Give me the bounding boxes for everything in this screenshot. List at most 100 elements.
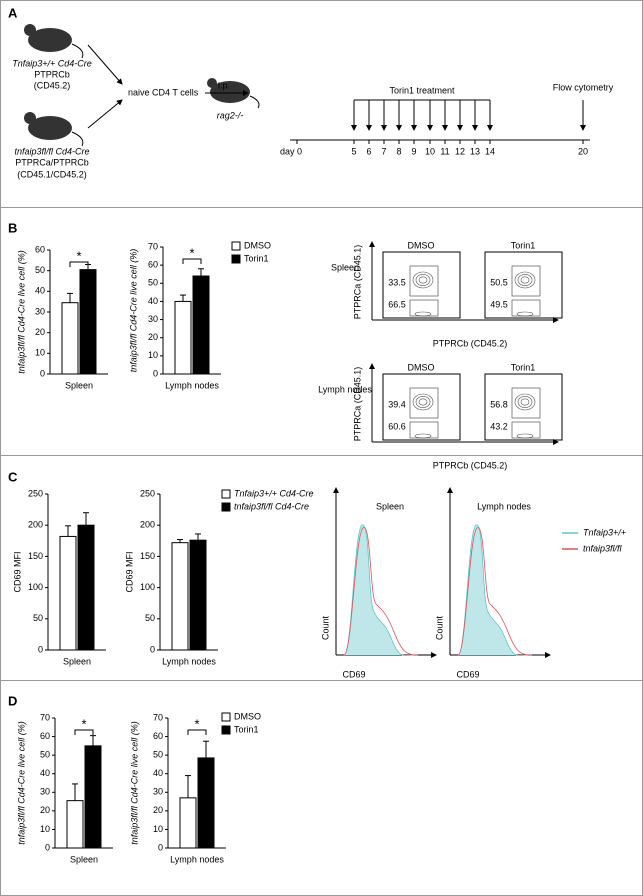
contour <box>514 393 536 411</box>
readout-label: Flow cytometry <box>553 82 614 92</box>
significance-label: * <box>194 716 199 731</box>
y-tick-label: 60 <box>153 731 163 741</box>
gate-value: 39.4 <box>388 399 406 409</box>
y-tick-label: 60 <box>35 244 45 254</box>
day-label: 10 <box>425 146 435 156</box>
y-tick-label: 20 <box>40 805 50 815</box>
y-tick-label: 60 <box>40 731 50 741</box>
x-tick-label: Spleen <box>63 656 91 666</box>
y-tick-label: 20 <box>35 327 45 337</box>
contour <box>516 433 534 439</box>
y-tick-label: 250 <box>140 488 155 498</box>
gate-value: 50.5 <box>490 277 508 287</box>
y-tick-label: 100 <box>140 582 155 592</box>
y-tick-label: 60 <box>148 260 158 270</box>
day-label: 7 <box>381 146 386 156</box>
day-label: 14 <box>485 146 495 156</box>
contour <box>418 276 428 284</box>
legend-label: Torin1 <box>234 724 259 734</box>
gate <box>511 387 541 419</box>
donor-label: tnfaip3fl/fl Cd4-Cre <box>14 146 89 156</box>
y-tick-label: 100 <box>28 582 43 592</box>
panel-frame <box>0 207 643 456</box>
donor-label: PTPRCa/PTPRCb <box>15 157 89 167</box>
day-label: 12 <box>455 146 465 156</box>
legend-label: tnfaip3fl/fl <box>583 543 623 553</box>
y-tick-label: 50 <box>40 750 50 760</box>
y-tick-label: 30 <box>40 787 50 797</box>
y-tick-label: 20 <box>148 332 158 342</box>
legend-swatch <box>221 712 231 722</box>
y-axis-label: tnfaip3fl/fl Cd4-Cre live cell (%) <box>16 721 26 845</box>
y-axis-label: tnfaip3fl/fl Cd4-Cre live cell (%) <box>16 250 26 374</box>
bar <box>171 542 189 651</box>
bar <box>66 800 84 849</box>
plot-frame <box>382 251 461 319</box>
axis-label: Count <box>434 616 444 641</box>
donor-label: Tnfaip3+/+ Cd4-Cre <box>12 58 92 68</box>
legend-label: Tnfaip3+/+ <box>583 527 626 537</box>
gate-value: 43.2 <box>490 421 508 431</box>
significance-bracket <box>182 258 202 264</box>
legend-swatch <box>231 241 241 251</box>
day-label: 8 <box>396 146 401 156</box>
legend-label: tnfaip3fl/fl Cd4-Cre <box>234 501 309 511</box>
axis-label: PTPRCa (CD45.1) <box>352 245 362 320</box>
gate <box>409 387 439 419</box>
y-tick-label: 30 <box>148 314 158 324</box>
contour <box>517 274 533 286</box>
hist-title: Spleen <box>376 501 404 511</box>
day-label: 9 <box>411 146 416 156</box>
panel-letter: A <box>8 5 18 20</box>
y-tick-label: 50 <box>145 613 155 623</box>
y-tick-label: 250 <box>28 488 43 498</box>
panel-letter: C <box>8 469 18 484</box>
contour <box>418 398 428 406</box>
y-tick-label: 40 <box>40 768 50 778</box>
contour <box>516 311 534 317</box>
day-label: 13 <box>470 146 480 156</box>
axis-label: PTPRCa (CD45.1) <box>352 367 362 442</box>
column-title: DMSO <box>408 240 435 250</box>
bar <box>59 535 77 651</box>
column-title: DMSO <box>408 362 435 372</box>
contour <box>415 396 431 408</box>
x-tick-label: Lymph nodes <box>170 854 224 864</box>
y-axis-label: CD69 MFI <box>12 551 22 592</box>
day-label: 20 <box>578 146 588 156</box>
plot-frame <box>484 373 563 441</box>
gate <box>409 421 439 439</box>
donor-label: (CD45.1/CD45.2) <box>17 169 87 179</box>
treatment-label: Torin1 treatment <box>389 85 455 95</box>
contour <box>514 271 536 289</box>
day-label: 5 <box>351 146 356 156</box>
legend-swatch <box>221 502 231 512</box>
plot-frame <box>484 251 563 319</box>
bar <box>84 745 102 849</box>
bar <box>61 302 79 375</box>
y-tick-label: 200 <box>140 520 155 530</box>
gate-value: 66.5 <box>388 299 406 309</box>
day-label: day 0 <box>280 146 302 156</box>
x-tick-label: Spleen <box>70 854 98 864</box>
gate <box>511 265 541 297</box>
y-axis-label: CD69 MFI <box>124 551 134 592</box>
arrow <box>87 99 123 129</box>
y-tick-label: 40 <box>35 286 45 296</box>
mouse-icon <box>207 78 260 109</box>
significance-bracket <box>69 261 89 267</box>
hist-curve <box>457 527 533 656</box>
gate <box>511 299 541 317</box>
y-tick-label: 50 <box>33 613 43 623</box>
gate <box>409 265 439 297</box>
legend-label: DMSO <box>244 240 271 250</box>
y-tick-label: 150 <box>28 551 43 561</box>
gate <box>409 299 439 317</box>
y-tick-label: 10 <box>35 348 45 358</box>
y-tick-label: 10 <box>148 350 158 360</box>
gate-value: 49.5 <box>490 299 508 309</box>
y-tick-label: 0 <box>38 644 43 654</box>
donor-label: (CD45.2) <box>34 80 71 90</box>
legend-swatch <box>231 254 241 264</box>
hist-title: Lymph nodes <box>477 501 531 511</box>
